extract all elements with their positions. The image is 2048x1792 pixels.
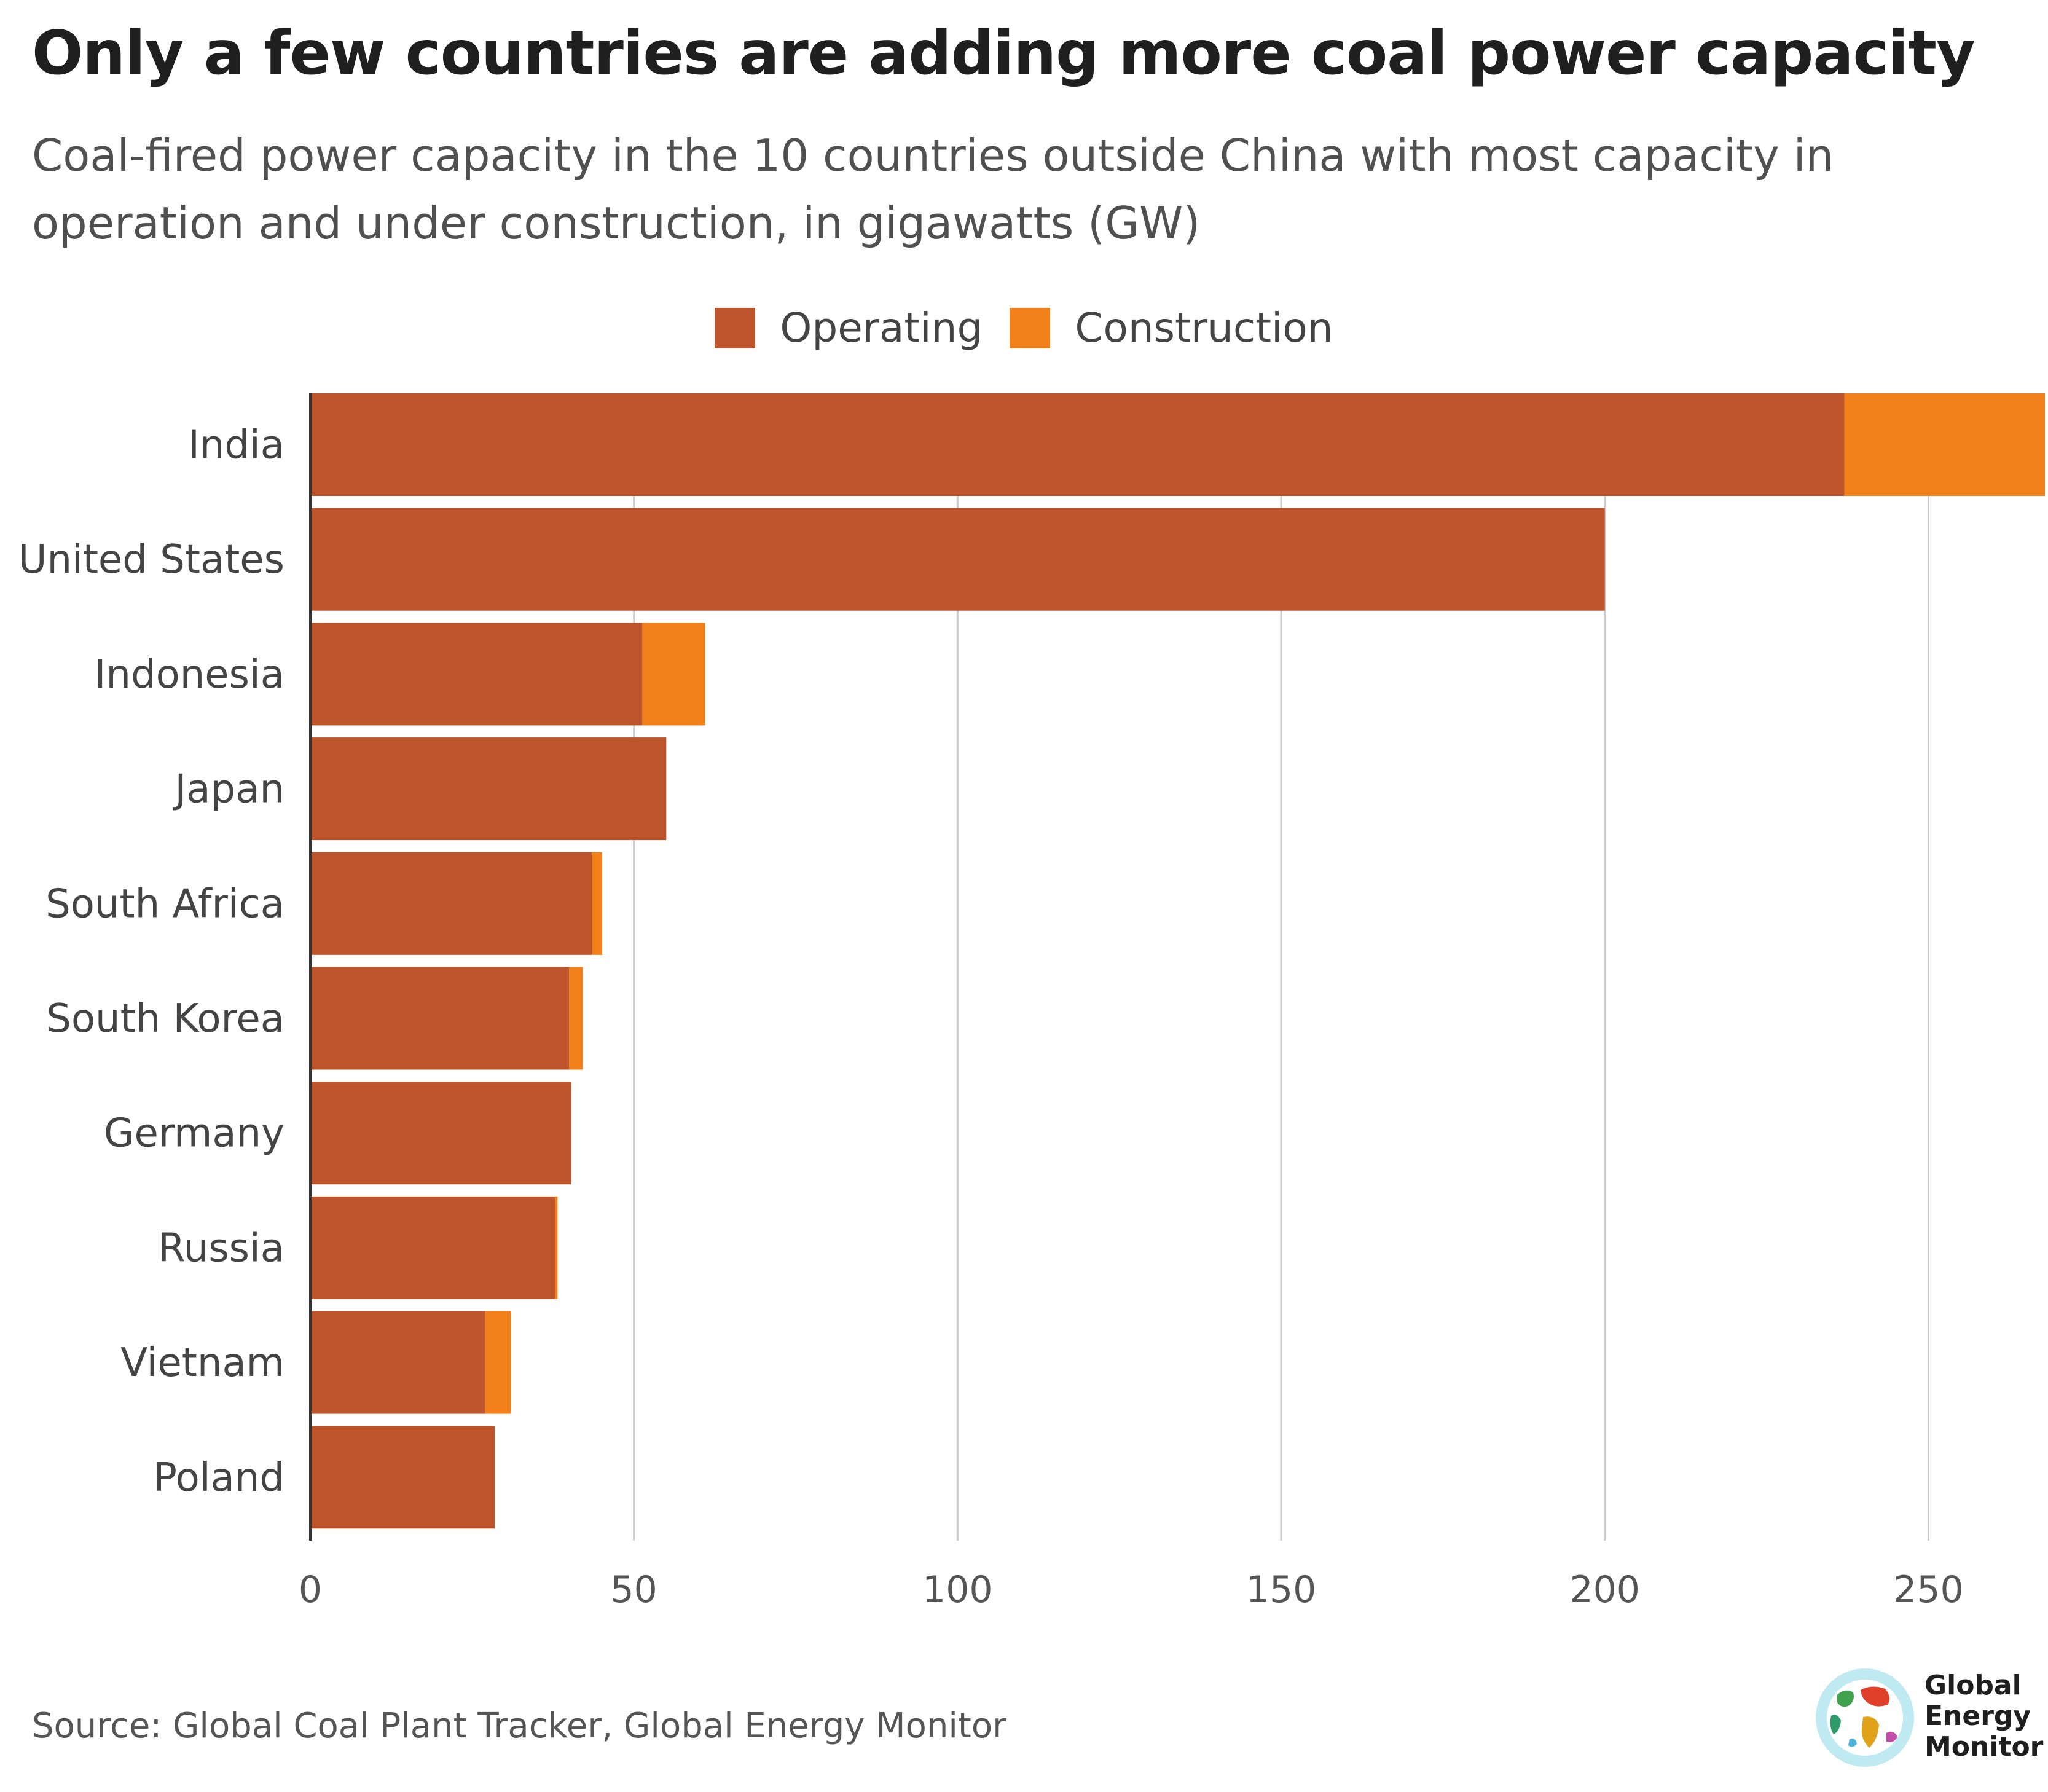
y-category-label: Poland: [153, 1455, 284, 1501]
logo-wordmark: Global Energy Monitor: [1924, 1670, 2043, 1763]
x-tick-label: 200: [1569, 1568, 1640, 1611]
x-tick-label: 50: [610, 1568, 657, 1611]
gem-logo: Global Energy Monitor: [1813, 1665, 2043, 1776]
bar-japan-operating: [310, 737, 667, 841]
bar-south-africa-construction: [592, 852, 603, 955]
legend: Operating Construction: [0, 304, 2048, 352]
chart-title: Only a few countries are adding more coa…: [32, 18, 1975, 88]
bar-russia-operating: [310, 1196, 555, 1299]
legend-swatch-construction: [1010, 307, 1051, 348]
y-category-label: India: [188, 423, 284, 468]
y-category-label: Japan: [173, 767, 285, 812]
y-category-label: South Africa: [45, 881, 284, 927]
bar-indonesia-operating: [310, 623, 643, 726]
bar-chart: India United States Indonesia Japan South Af…: [18, 393, 2045, 1611]
x-axis-labels: 0 50 100 150 200 250: [299, 1568, 1964, 1611]
legend-swatch-operating: [715, 307, 756, 348]
bar-united-states-operating: [310, 508, 1605, 611]
bar-south-africa-operating: [310, 852, 592, 955]
legend-label-construction: Construction: [1075, 304, 1333, 352]
source-note: Source: Global Coal Plant Tracker, Globa…: [32, 1706, 1007, 1746]
y-category-label: Russia: [158, 1225, 284, 1271]
y-category-label: United States: [18, 537, 284, 583]
x-tick-label: 150: [1246, 1568, 1317, 1611]
legend-label-operating: Operating: [780, 304, 983, 352]
logo-line-3: Monitor: [1924, 1731, 2044, 1763]
y-category-label: Germany: [104, 1111, 284, 1157]
bar-india-construction: [1844, 393, 2045, 496]
y-category-label: Vietnam: [120, 1340, 284, 1386]
bar-russia-construction: [555, 1196, 558, 1299]
bar-india-operating: [310, 393, 1845, 496]
bar-indonesia-construction: [642, 623, 705, 726]
bar-vietnam-operating: [310, 1311, 485, 1414]
x-tick-label: 0: [299, 1568, 322, 1611]
bar-south-korea-construction: [569, 967, 583, 1070]
bar-germany-operating: [310, 1082, 571, 1185]
bar-vietnam-construction: [485, 1311, 511, 1414]
legend-item-operating: Operating: [715, 304, 983, 352]
legend-item-construction: Construction: [1010, 304, 1333, 352]
y-category-label: Indonesia: [95, 652, 285, 698]
bar-poland-operating: [310, 1426, 495, 1529]
x-tick-label: 100: [922, 1568, 993, 1611]
bars: [310, 393, 2045, 1529]
y-category-label: South Korea: [46, 996, 284, 1042]
logo-line-1: Global: [1924, 1670, 2022, 1701]
y-axis-labels: India United States Indonesia Japan South Af…: [18, 423, 284, 1501]
bar-south-korea-operating: [310, 967, 570, 1070]
x-tick-label: 250: [1893, 1568, 1964, 1611]
globe-icon: [1816, 1668, 1914, 1767]
logo-line-2: Energy: [1924, 1700, 2031, 1732]
chart-subtitle: Coal-fired power capacity in the 10 coun…: [32, 130, 1834, 249]
